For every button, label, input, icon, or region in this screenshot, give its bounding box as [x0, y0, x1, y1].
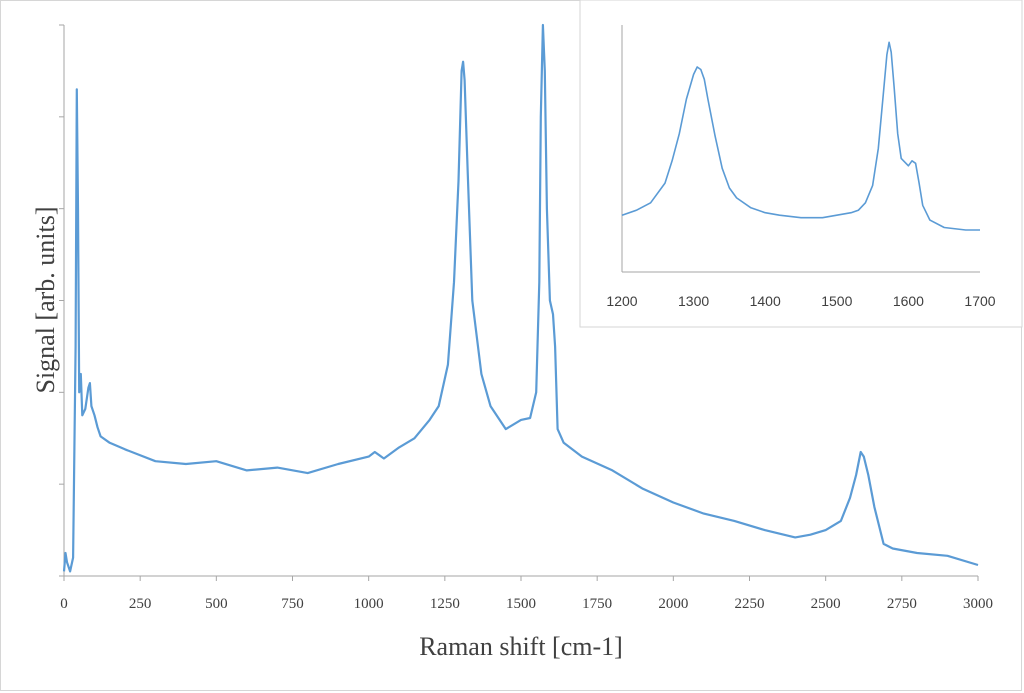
main-y-ticks [59, 24, 64, 577]
main-x-tick-label: 2000 [658, 596, 688, 612]
inset-zoom-chart: 1200 1300 1400 1500 1600 1700 [579, 0, 1023, 328]
inset-x-tick-label: 1300 [678, 293, 709, 309]
main-x-tick-label: 1000 [354, 596, 384, 612]
main-x-tick-label: 2250 [735, 596, 765, 612]
main-x-tick-label: 2500 [811, 596, 841, 612]
inset-x-tick-label: 1600 [893, 293, 924, 309]
main-x-tick-label: 0 [60, 596, 68, 612]
main-x-tick-label: 500 [205, 596, 228, 612]
main-x-ticks [63, 576, 979, 581]
main-plot: 0 250 500 750 1000 1250 1500 1750 2000 2250 2500 27… [31, 23, 993, 661]
inset-x-tick-label: 1500 [821, 293, 852, 309]
inset-spectrum-line [621, 41, 980, 231]
main-x-tick-label: 1500 [506, 596, 536, 612]
y-axis-title: Signal [arb. units] [31, 206, 60, 393]
main-x-tick-label: 1250 [430, 596, 460, 612]
inset-x-tick-label: 1700 [964, 293, 995, 309]
main-x-tick-label: 750 [281, 596, 304, 612]
main-x-tick-labels: 0 250 500 750 1000 1250 1500 1750 2000 2250 2500 27… [60, 596, 993, 612]
x-axis-title: Raman shift [cm-1] [419, 632, 623, 661]
inset-x-tick-label: 1400 [750, 293, 781, 309]
main-x-tick-label: 250 [129, 596, 152, 612]
main-x-tick-label: 2750 [887, 596, 917, 612]
main-x-tick-label: 3000 [963, 596, 993, 612]
inset-frame [579, 0, 1023, 328]
inset-x-tick-labels: 1200 1300 1400 1500 1600 1700 [606, 293, 995, 309]
main-spectrum-line [62, 23, 979, 573]
main-x-tick-label: 1750 [582, 596, 612, 612]
inset-x-tick-label: 1200 [606, 293, 637, 309]
